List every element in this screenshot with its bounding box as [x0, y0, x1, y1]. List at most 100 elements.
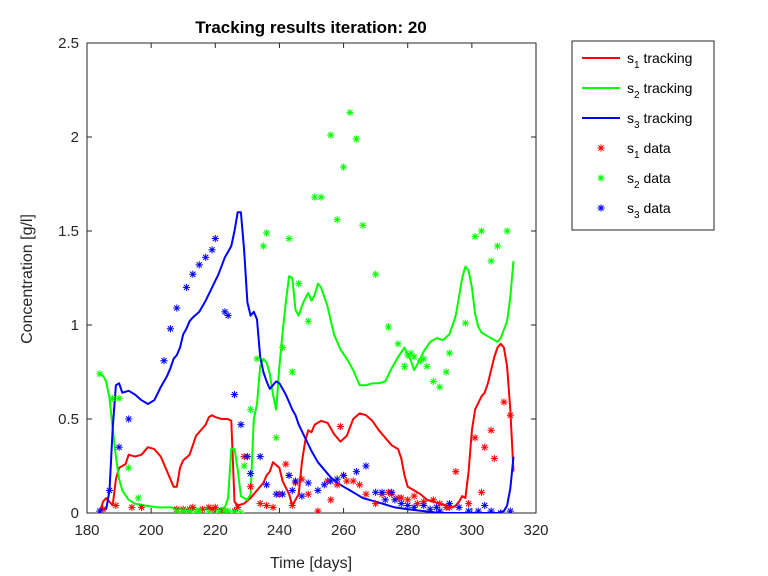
s3-data-point-1 [105, 486, 114, 495]
s2-data-point-18-stroke-3 [254, 355, 260, 362]
s1-data-point-21 [282, 460, 290, 468]
s3-data-point-11-stroke-3 [209, 246, 216, 253]
s3-data-point-52-stroke-3 [488, 508, 495, 513]
s3-data-point-33-stroke-3 [353, 468, 360, 475]
legend-label-3: s1 data [627, 140, 671, 161]
s3-data-point-9 [195, 261, 203, 269]
s2-data-point-49-stroke-3 [462, 320, 469, 327]
s1-data-point-47-stroke-3 [430, 496, 437, 503]
s1-data-point-19 [269, 503, 277, 511]
s1-data-point-57 [490, 454, 498, 463]
s3-data-point-29 [320, 481, 328, 489]
s1-data-point-36-stroke-3 [363, 491, 369, 498]
s2-data-point-32-stroke-3 [347, 109, 353, 116]
legend-label-4: s2 data [627, 170, 671, 191]
s1-data-point-23 [288, 501, 296, 510]
s3-data-point-12-stroke-3 [212, 235, 219, 242]
s2-data-point-23-stroke-3 [286, 235, 293, 242]
s3-data-point-31-stroke-3 [334, 476, 341, 483]
s3-data-point-42 [410, 503, 418, 511]
s3-data-point-1-stroke-3 [106, 487, 113, 494]
s3-data-point-36-stroke-3 [379, 489, 386, 496]
s1-data-point-17 [256, 500, 264, 508]
s1-data-point-47 [429, 496, 437, 504]
s3-data-point-11 [208, 246, 216, 254]
s2-data-point-25-stroke-3 [295, 280, 302, 287]
s3-data-point-30-stroke-3 [327, 478, 334, 484]
s1-data-point-44 [410, 492, 418, 500]
s2-data-point-52-stroke-3 [488, 258, 495, 265]
legend-label-2: s3 tracking [627, 110, 692, 131]
s1-data-point-16 [246, 483, 255, 491]
s3-data-point-26 [298, 492, 306, 500]
s3-data-point-38-stroke-3 [388, 489, 395, 496]
s3-data-point-28-stroke-3 [314, 487, 321, 494]
s3-data-point-32-stroke-3 [340, 472, 347, 479]
s3-data-point-26-stroke-3 [298, 493, 305, 500]
s2-data-point-37 [394, 340, 402, 348]
s2-data-point-21 [272, 434, 280, 442]
s2-data-point-45-stroke-3 [430, 378, 437, 385]
s3-data-point-19 [256, 453, 264, 461]
s3-data-point-4-stroke-3 [161, 357, 167, 364]
legend-marker-4-stroke-3 [598, 175, 604, 181]
s1-data-point-33 [343, 477, 351, 485]
s3-data-point-35-stroke-3 [372, 489, 379, 496]
axes-box [86, 42, 537, 514]
s3-data-point-2-stroke-3 [116, 444, 123, 451]
s3-data-point-16-stroke-3 [237, 421, 244, 428]
s2-data-point-5-stroke-3 [174, 508, 180, 513]
s3-data-point-20-stroke-3 [263, 481, 270, 488]
legend-marker-5-stroke-3 [598, 205, 604, 211]
s3-data-point-20 [263, 481, 271, 489]
s3-data-point-51 [481, 501, 489, 510]
s1-data-point-58 [500, 398, 508, 406]
s1-data-point-26-stroke-3 [305, 491, 312, 498]
s2-data-point-52 [487, 257, 495, 265]
s2-data-point-0 [96, 370, 104, 378]
s1-data-point-11-stroke-3 [212, 504, 219, 511]
s2-data-point-24-stroke-3 [289, 369, 296, 375]
x-tick-label-4: 260 [331, 522, 356, 539]
s2-data-point-34-stroke-3 [359, 222, 366, 229]
s2-data-point-15 [237, 509, 245, 513]
s3-data-point-10 [202, 253, 210, 261]
s1-data-point-27-stroke-3 [315, 508, 321, 513]
s2-data-point-13-stroke-3 [225, 508, 232, 513]
y-tick-label-3: 1.5 [58, 223, 79, 240]
s3-data-point-45-stroke-3 [433, 504, 440, 511]
s2-data-point-14 [230, 509, 239, 513]
s2-data-point-53-stroke-3 [494, 243, 501, 249]
s3-data-point-5 [166, 325, 174, 333]
x-tick-label-3: 240 [267, 522, 292, 539]
s1-data-point-11 [211, 503, 219, 511]
s3-data-point-28 [314, 486, 322, 495]
s1-data-point-37 [372, 500, 380, 508]
s1-data-point-18 [263, 501, 271, 510]
s3-data-point-19-stroke-3 [257, 453, 264, 460]
s2-data-point-35 [372, 270, 380, 278]
s2-data-point-5 [173, 507, 181, 513]
s2-data-point-2-stroke-3 [116, 395, 123, 402]
s1-data-point-55 [481, 443, 489, 451]
s2-data-point-54-stroke-3 [504, 228, 511, 234]
s1-tracking-line [98, 342, 515, 513]
s2-data-point-31-stroke-3 [340, 164, 347, 171]
s2-data-point-54 [503, 227, 511, 235]
s2-data-point-33 [352, 135, 360, 143]
s2-data-point-16 [240, 462, 248, 470]
s1-data-point-3-stroke-3 [138, 504, 145, 511]
s2-data-point-40-stroke-3 [407, 350, 414, 357]
s1-data-point-55-stroke-3 [481, 444, 488, 451]
s3-data-point-46-stroke-3 [437, 508, 443, 513]
s1-data-point-45 [413, 500, 421, 508]
s3-data-point-41 [404, 501, 412, 510]
s2-data-point-17-stroke-3 [247, 406, 254, 413]
y-tick-label-4: 2 [71, 129, 79, 146]
s1-data-point-17-stroke-3 [257, 500, 264, 507]
s1-data-point-43-stroke-3 [404, 496, 411, 503]
s1-data-point-53 [471, 434, 479, 442]
s3-data-point-37 [381, 496, 389, 504]
s1-data-point-19-stroke-3 [270, 504, 276, 511]
s2-data-point-21-stroke-3 [273, 434, 280, 441]
